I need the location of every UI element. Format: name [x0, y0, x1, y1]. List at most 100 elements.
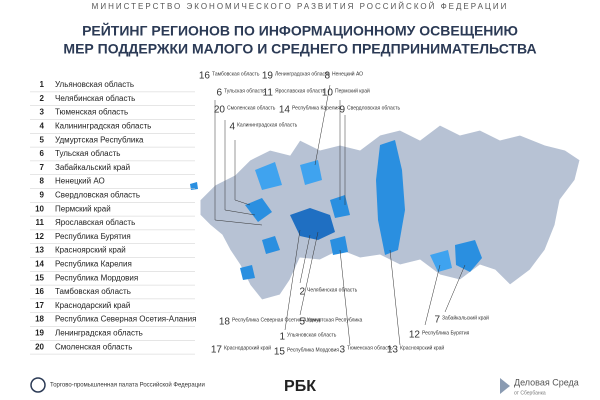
map-rank: 6 [216, 88, 222, 99]
map-rank: 4 [229, 122, 235, 133]
map-region: Свердловская область [347, 105, 401, 111]
region-highlight [262, 236, 280, 254]
rank-region: Республика Северная Осетия-Алания [55, 315, 196, 324]
map-region: Республика Бурятия [422, 330, 470, 336]
logo-icon [500, 378, 510, 394]
map-rank: 18 [219, 317, 231, 328]
map-region: Тульская область [224, 88, 265, 94]
map-region: Челябинская область [307, 287, 358, 293]
title-line: РЕЙТИНГ РЕГИОНОВ ПО ИНФОРМАЦИОННОМУ ОСВЕ… [82, 22, 518, 39]
leader-lines [214, 84, 466, 346]
map-region: Тамбовская область [212, 71, 260, 77]
rank-region: Тульская область [55, 149, 120, 158]
rank-region: Красноярский край [55, 246, 126, 255]
footer-left: Торгово-промышленная палата Российской Ф… [50, 382, 205, 389]
region-highlight [376, 140, 405, 255]
ranking-list: 1 Ульяновская область 2 Челябинская область… [30, 80, 196, 355]
region-highlight [255, 162, 282, 190]
map-region: Смоленская область [227, 105, 276, 111]
rank-region: Ненецкий АО [55, 177, 105, 186]
map-region: Ярославская область [275, 88, 326, 94]
rank-number: 20 [35, 342, 44, 351]
map-rank: 19 [262, 71, 274, 82]
map-rank: 20 [214, 105, 226, 116]
footer-right: Деловая Среда [514, 377, 579, 387]
map-rank: 17 [211, 345, 223, 356]
region-highlight [330, 236, 348, 255]
region-highlight [430, 250, 452, 272]
footer: Торгово-промышленная палата Российской Ф… [30, 377, 579, 396]
title-line: МЕР ПОДДЕРЖКИ МАЛОГО И СРЕДНЕГО ПРЕДПРИН… [63, 41, 536, 57]
footer-right-sub: от Сбербанка [514, 390, 546, 396]
rank-number: 11 [36, 218, 45, 227]
rank-region: Удмуртская Республика [55, 135, 144, 144]
rank-number: 19 [35, 329, 44, 338]
map-region: Тюменская область [347, 345, 393, 351]
map-region: Ленинградская область [275, 71, 330, 77]
map-region: Республика Карелия [292, 105, 340, 111]
rank-region: Ярославская область [55, 218, 135, 227]
logo-icon [30, 377, 46, 393]
map-rank: 1 [279, 332, 285, 343]
rank-region: Калининградская область [55, 122, 151, 131]
map [190, 84, 581, 346]
rank-number: 13 [35, 246, 44, 255]
rank-number: 5 [40, 135, 45, 144]
rank-region: Свердловская область [55, 191, 140, 200]
rank-region: Ленинградская область [55, 329, 143, 338]
map-rank: 15 [274, 347, 286, 358]
rank-number: 17 [35, 301, 44, 310]
rank-region: Республика Карелия [55, 260, 132, 269]
rank-number: 7 [40, 163, 45, 172]
region-highlight [240, 265, 255, 280]
rank-region: Краснодарский край [55, 301, 130, 310]
map-rank: 8 [324, 71, 330, 82]
map-region: Удмуртская Республика [307, 317, 363, 323]
region-highlight [245, 198, 272, 222]
rank-region: Тамбовская область [55, 287, 131, 296]
map-region: Красноярский край [400, 344, 444, 351]
map-region: Республика Северная Осетия-Алания [232, 317, 321, 323]
rank-region: Ульяновская область [55, 80, 134, 89]
map-region: Пермский край [335, 87, 370, 94]
rank-region: Республика Бурятия [55, 232, 131, 241]
map-rank: 5 [299, 317, 305, 328]
rank-number: 12 [35, 232, 44, 241]
map-rank: 7 [434, 315, 440, 326]
rank-number: 18 [35, 315, 44, 324]
rank-region: Смоленская область [55, 342, 132, 351]
rank-number: 15 [35, 273, 44, 282]
footer-center: РБК [284, 378, 316, 395]
rank-number: 2 [40, 94, 45, 103]
rank-region: Тюменская область [55, 108, 128, 117]
rank-number: 8 [40, 177, 45, 186]
map-region: Забайкальский край [442, 314, 489, 321]
rank-number: 10 [35, 204, 44, 213]
rank-region: Пермский край [55, 204, 111, 213]
region-highlight [290, 208, 335, 240]
map-rank: 3 [339, 345, 345, 356]
rank-number: 3 [40, 108, 45, 117]
map-region: Республика Мордовия [287, 347, 339, 353]
map-region: Ненецкий АО [332, 70, 363, 77]
map-rank: 14 [279, 105, 291, 116]
map-labels: 16 Тамбовская область 19 Ленинградская обла… [199, 70, 489, 357]
map-region: Ульяновская область [287, 332, 337, 338]
rank-number: 4 [40, 122, 45, 131]
map-rank: 2 [299, 287, 305, 298]
map-region: Калининградская область [237, 122, 298, 128]
map-rank: 16 [199, 71, 211, 82]
rank-number: 14 [35, 260, 44, 269]
map-rank: 12 [409, 330, 421, 341]
region-highlight [455, 240, 482, 272]
rank-region: Забайкальский край [55, 163, 130, 172]
map-region: Краснодарский край [224, 344, 271, 351]
rank-number: 16 [35, 287, 44, 296]
map-rank: 9 [339, 105, 345, 116]
map-rank: 10 [322, 88, 334, 99]
map-rank: 13 [387, 345, 399, 356]
ministry: МИНИСТЕРСТВО ЭКОНОМИЧЕСКОГО РАЗВИТИЯ РОС… [92, 2, 509, 11]
rank-number: 9 [40, 191, 45, 200]
map-rank: 11 [263, 88, 274, 99]
